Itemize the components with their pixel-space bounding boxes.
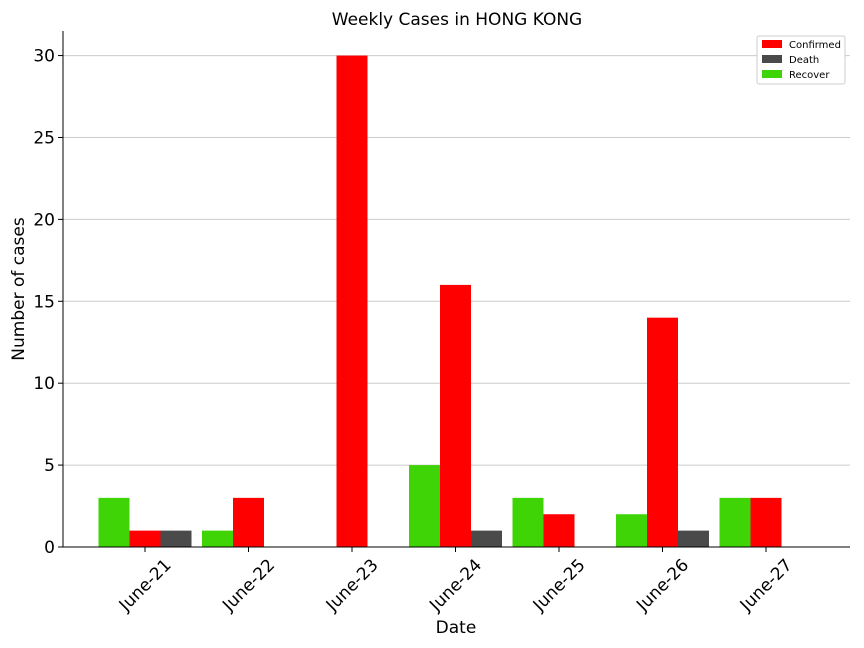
- y-tick-label: 25: [33, 128, 55, 148]
- x-tick-label: June-25: [529, 555, 590, 616]
- legend: Confirmed Death Recover: [756, 35, 846, 85]
- bar-death: [678, 530, 709, 547]
- x-tick-label: June-24: [425, 555, 486, 616]
- x-tick-label: June-26: [632, 555, 693, 616]
- bars: [98, 55, 782, 547]
- legend-swatch-confirmed: [762, 40, 782, 48]
- bar-recover: [512, 497, 544, 547]
- bar-confirmed: [543, 514, 575, 547]
- bar-death: [471, 530, 502, 547]
- x-tick-label: June-27: [736, 555, 797, 616]
- x-tick-label: June-21: [115, 555, 176, 616]
- legend-swatch-recover: [762, 70, 782, 78]
- legend-label-recover: Recover: [789, 70, 830, 81]
- y-ticks: 0 5 10 15 20 25 30: [33, 47, 63, 558]
- axes: [62, 31, 850, 548]
- bar-recover: [409, 465, 440, 547]
- legend-label-death: Death: [789, 55, 819, 66]
- legend-label-confirmed: Confirmed: [789, 40, 841, 51]
- bar-recover: [719, 497, 751, 547]
- bar-confirmed: [750, 497, 782, 547]
- y-axis-label: Number of cases: [9, 217, 29, 361]
- bar-recover: [616, 514, 647, 547]
- y-tick-label: 0: [44, 538, 55, 558]
- bar-confirmed: [336, 55, 368, 547]
- bar-recover: [98, 497, 130, 547]
- x-tick-label: June-23: [322, 555, 383, 616]
- x-axis-label: Date: [436, 618, 477, 638]
- chart-title: Weekly Cases in HONG KONG: [332, 10, 582, 30]
- bar-death: [160, 530, 192, 547]
- y-tick-label: 15: [33, 292, 55, 312]
- y-tick-label: 5: [44, 456, 55, 476]
- bar-recover: [202, 530, 233, 547]
- x-tick-label: June-22: [218, 555, 279, 616]
- y-tick-label: 10: [33, 374, 55, 394]
- y-tick-label: 20: [33, 210, 55, 230]
- bar-confirmed: [647, 317, 678, 547]
- bar-confirmed: [129, 530, 161, 547]
- bar-confirmed: [233, 497, 264, 547]
- x-ticks: June-21 June-22 June-23 June-24 June-25 June-…: [115, 547, 797, 616]
- bar-confirmed: [440, 284, 471, 547]
- y-tick-label: 30: [33, 47, 55, 67]
- legend-swatch-death: [762, 55, 782, 63]
